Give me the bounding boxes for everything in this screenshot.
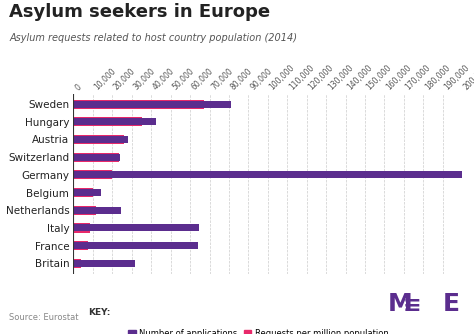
Bar (73, 260, 135, 267)
Bar (73, 224, 199, 231)
Bar (73, 170, 112, 179)
Legend: Number of applications, Requests per million population: Number of applications, Requests per mil… (128, 329, 389, 334)
Bar (73, 100, 204, 109)
Bar (73, 117, 142, 126)
Bar (73, 223, 90, 232)
Bar (73, 206, 96, 215)
Bar (73, 189, 101, 196)
Bar (73, 153, 119, 162)
Bar (73, 118, 155, 125)
Text: KEY:: KEY: (88, 308, 110, 317)
Text: Asylum requests related to host country population (2014): Asylum requests related to host country … (9, 33, 298, 43)
Bar (73, 135, 125, 144)
Bar (73, 171, 467, 178)
Text: ≡: ≡ (403, 296, 422, 316)
Bar (73, 259, 81, 268)
Text: Asylum seekers in Europe: Asylum seekers in Europe (9, 3, 271, 21)
Bar (73, 188, 93, 197)
Bar (73, 207, 121, 214)
Bar (73, 136, 128, 143)
Bar (73, 242, 199, 249)
Bar (73, 241, 89, 250)
Text: Source: Eurostat: Source: Eurostat (9, 313, 79, 322)
Bar (73, 154, 119, 161)
Bar (73, 101, 231, 108)
Text: M: M (388, 292, 412, 316)
Text: E: E (443, 292, 460, 316)
